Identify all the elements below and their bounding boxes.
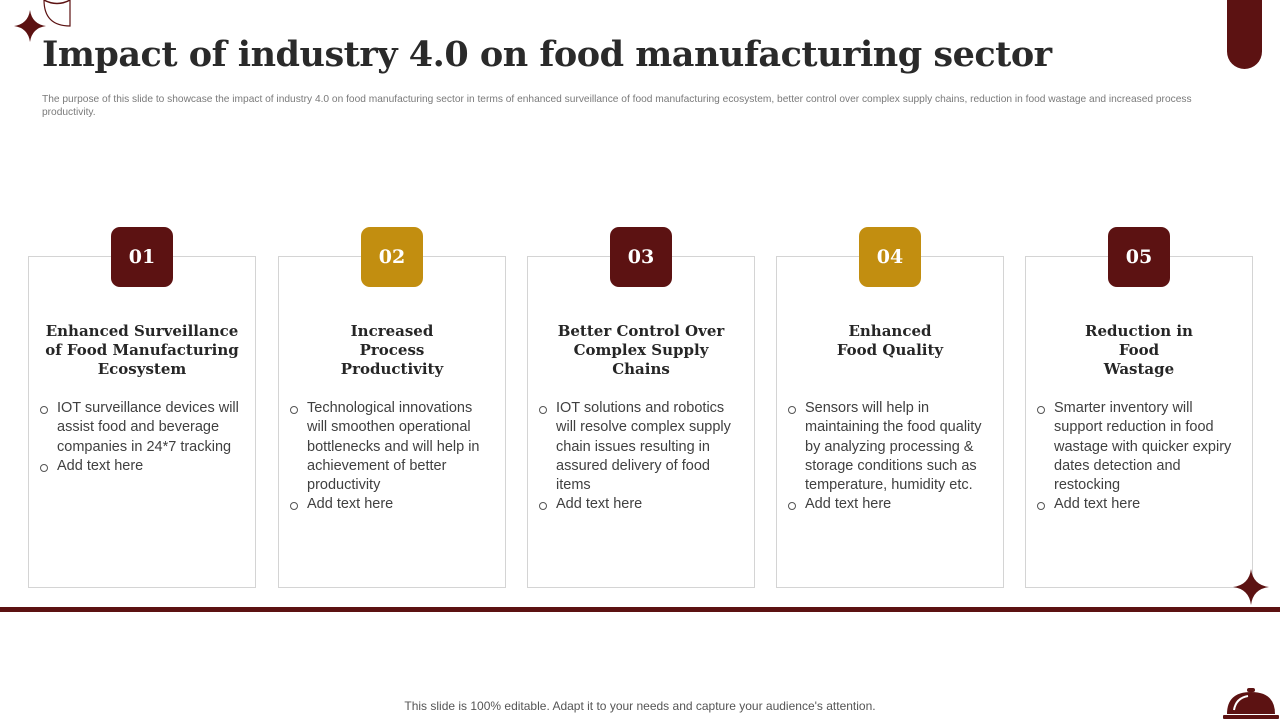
sparkle-icon (1233, 569, 1269, 605)
card-title: Reduction in Food Wastage (1085, 322, 1193, 378)
card-bullets: Smarter inventory will support reduction… (1036, 399, 1242, 515)
sparkle-icon (14, 10, 46, 42)
page-subtitle: The purpose of this slide to showcase th… (42, 94, 1192, 118)
bullet-item: Technological innovations will smoothen … (289, 399, 495, 495)
card-number-badge: 05 (1108, 227, 1170, 287)
card-bullets: Technological innovations will smoothen … (289, 399, 495, 515)
bullet-item: Sensors will help in maintaining the foo… (787, 399, 993, 495)
corner-decoration (14, 0, 71, 42)
bullet-item: Add text here (1036, 495, 1242, 514)
card-title: Enhanced Surveillance of Food Manufactur… (45, 322, 239, 378)
card-04: 04 Enhanced Food Quality Sensors will he… (776, 227, 1004, 588)
card-bullets: IOT solutions and robotics will resolve … (538, 399, 744, 515)
card-number-badge: 03 (610, 227, 672, 287)
card-01: 01 Enhanced Surveillance of Food Manufac… (28, 227, 256, 588)
footer-note: This slide is 100% editable. Adapt it to… (404, 699, 876, 713)
card-bullets: IOT surveillance devices will assist foo… (39, 399, 245, 476)
bullet-item: Smarter inventory will support reduction… (1036, 399, 1242, 495)
card-05: 05 Reduction in Food Wastage Smarter inv… (1025, 227, 1253, 588)
corner-tab-decoration (1227, 0, 1262, 69)
card-02: 02 Increased Process Productivity Techno… (278, 227, 506, 588)
bullet-item: IOT solutions and robotics will resolve … (538, 399, 744, 495)
card-number-badge: 02 (361, 227, 423, 287)
bullet-item: Add text here (538, 495, 744, 514)
card-title: Enhanced Food Quality (836, 322, 944, 359)
card-number-badge: 01 (111, 227, 173, 287)
bullet-item: IOT surveillance devices will assist foo… (39, 399, 245, 457)
card-number-badge: 04 (859, 227, 921, 287)
cloche-icon (1223, 688, 1279, 719)
card-title: Increased Process Productivity (340, 322, 444, 378)
card-bullets: Sensors will help in maintaining the foo… (787, 399, 993, 515)
card-03: 03 Better Control Over Complex Supply Ch… (527, 227, 755, 588)
bullet-item: Add text here (787, 495, 993, 514)
card-title: Better Control Over Complex Supply Chain… (557, 322, 725, 378)
footer-divider (0, 607, 1280, 612)
page-title: Impact of industry 4.0 on food manufactu… (42, 34, 1052, 75)
bullet-item: Add text here (289, 495, 495, 514)
bullet-item: Add text here (39, 457, 245, 476)
